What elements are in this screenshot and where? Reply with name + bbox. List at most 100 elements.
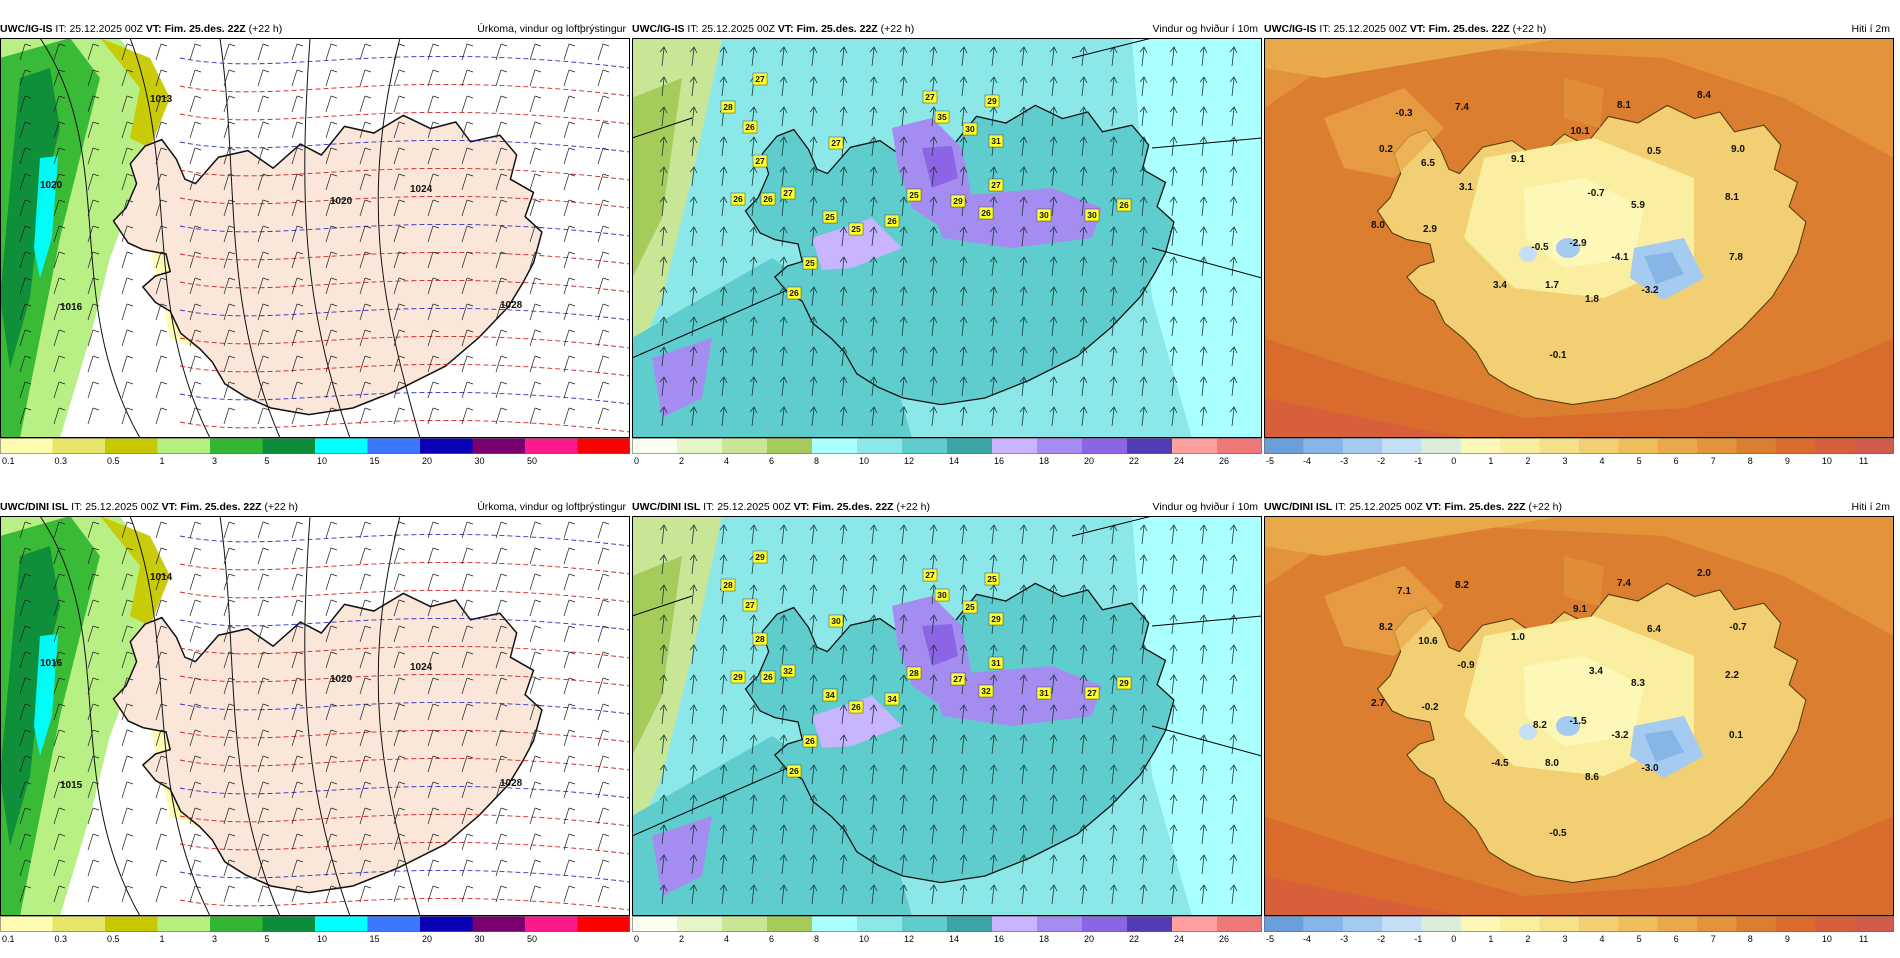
gust-label: 28	[909, 668, 919, 678]
color-scale-label: 18	[1039, 934, 1049, 944]
temp-label: -0.1	[1549, 350, 1567, 361]
field-name: Úrkoma, vindur og loftþrýstingur	[477, 23, 626, 35]
color-scale-label: -3	[1340, 934, 1348, 944]
gust-marker	[742, 120, 758, 134]
gust-label: 30	[1087, 210, 1097, 220]
gust-marker	[828, 614, 844, 628]
map-view: -0.3 7.4 8.1 8.4 0.2 6.5 9.1 10.1 0.5 9.0 3.1 -0.7 8…	[1264, 38, 1894, 438]
color-scale-swatch	[1264, 916, 1304, 932]
model-name: UWC/DINI ISL	[1264, 501, 1333, 513]
color-scale-swatch	[947, 916, 993, 932]
map-canvas: 27 28 26 27 26 26 27 27 25 25 26 35 30 31 29 25 27 26 30 30…	[632, 38, 1262, 438]
gust-label: 30	[965, 124, 975, 134]
color-scale-label: 4	[1600, 456, 1605, 466]
temp-label: -2.9	[1569, 238, 1587, 249]
gust-label: 30	[831, 616, 841, 626]
gust-label: 27	[1087, 688, 1097, 698]
gust-label: 29	[755, 552, 765, 562]
gust-label: 26	[763, 194, 773, 204]
color-scale-swatch	[1082, 916, 1128, 932]
init-time: 25.12.2025 00Z	[701, 23, 775, 35]
lead-time: (+22 h)	[264, 501, 298, 513]
lead-time: (+22 h)	[1512, 23, 1547, 35]
map-canvas: 1013 1016 1020 1020 1024 1028	[0, 38, 630, 438]
temp-label: -4.1	[1611, 252, 1629, 263]
color-scale-swatch	[1382, 438, 1422, 454]
color-scale-swatch	[1217, 916, 1262, 932]
gust-label: 28	[723, 580, 733, 590]
color-scale-label: 11	[1859, 934, 1868, 944]
color-scale-swatch	[1460, 438, 1501, 454]
color-scale-label: 0.1	[2, 934, 15, 944]
temp-label: 6.5	[1421, 158, 1435, 169]
map-view: 7.1 8.2 7.4 2.0 8.2 10.6 1.0 9.1 6.4 -0.7 -0.9 3.4 2…	[1264, 516, 1894, 916]
gust-marker	[742, 598, 758, 612]
color-scale-swatch	[1172, 916, 1218, 932]
color-scale-swatch	[1342, 916, 1383, 932]
map-canvas: 7.1 8.2 7.4 2.0 8.2 10.6 1.0 9.1 6.4 -0.7 -0.9 3.4 2…	[1264, 516, 1894, 916]
temp-label: 2.0	[1697, 568, 1711, 579]
color-scale-label: 50	[527, 456, 537, 466]
vt-label: VT:	[793, 501, 810, 513]
gust-label: 35	[937, 112, 947, 122]
temp-label: -3.2	[1611, 730, 1629, 741]
gust-label: 29	[733, 672, 743, 682]
color-scale-label: 0	[1451, 934, 1456, 944]
gust-label: 34	[887, 694, 897, 704]
vt-label: VT:	[161, 501, 178, 513]
gust-marker	[962, 122, 978, 136]
color-scale-swatch	[0, 438, 53, 454]
color-scale-label: 10	[317, 934, 327, 944]
color-scale-label: 11	[1859, 456, 1868, 466]
panel-title: UWC/IG-IS IT: 25.12.2025 00Z VT: Fim. 25…	[632, 20, 1262, 38]
color-scale-label: 15	[370, 456, 380, 466]
gust-label: 27	[925, 92, 935, 102]
color-scale-swatch	[577, 438, 630, 454]
temp-label: -0.7	[1729, 622, 1747, 633]
color-scale-swatch	[1775, 438, 1816, 454]
field-name: Hiti í 2m	[1851, 501, 1890, 513]
model-name: UWC/IG-IS	[632, 23, 685, 35]
color-scale-label: 3	[212, 934, 217, 944]
color-scale: -5 -4 -3 -2 -1 0 1 2 3 4 5 6 7 8 9 10 11	[1264, 916, 1894, 946]
gust-marker	[730, 670, 746, 684]
gust-marker	[984, 572, 1000, 586]
gust-marker	[752, 550, 768, 564]
gust-marker	[978, 684, 994, 698]
color-scale-label: 24	[1174, 456, 1184, 466]
gust-marker	[760, 192, 776, 206]
gust-label: 32	[783, 666, 793, 676]
gust-marker	[752, 72, 768, 86]
panel-igis-wind: UWC/IG-IS IT: 25.12.2025 00Z VT: Fim. 25…	[632, 20, 1262, 480]
color-scale-swatch	[210, 438, 263, 454]
color-scale-swatch	[992, 916, 1038, 932]
color-scale-swatch	[315, 916, 368, 932]
color-scale-label: 0.5	[107, 456, 120, 466]
color-scale-label: 14	[949, 934, 959, 944]
init-time: 25.12.2025 00Z	[717, 501, 791, 513]
color-scale-swatch	[1303, 916, 1344, 932]
vt-label: VT:	[777, 23, 794, 35]
color-scale-swatch	[902, 438, 948, 454]
color-scale-swatch	[1500, 438, 1541, 454]
color-scale-label: 1	[160, 934, 165, 944]
color-scale-swatch	[52, 438, 106, 454]
gust-marker	[906, 188, 922, 202]
temp-label: 1.7	[1545, 280, 1559, 291]
color-scale-label: -2	[1377, 934, 1385, 944]
color-scale-swatch	[857, 916, 903, 932]
gust-label: 29	[987, 96, 997, 106]
color-scale-swatch	[632, 916, 678, 932]
color-scale-swatch	[367, 916, 421, 932]
gust-label: 26	[1119, 200, 1129, 210]
color-scale-swatch	[157, 916, 211, 932]
color-scale-label: 0	[634, 456, 639, 466]
temp-label: 3.1	[1459, 182, 1473, 193]
color-scale-label: 20	[422, 934, 432, 944]
color-scale-label: 8	[814, 934, 819, 944]
gust-marker	[780, 664, 796, 678]
temp-label: -0.2	[1421, 702, 1439, 713]
temp-label: 6.4	[1647, 624, 1661, 635]
color-scale-label: 4	[724, 934, 729, 944]
temp-label: 9.1	[1511, 154, 1525, 165]
